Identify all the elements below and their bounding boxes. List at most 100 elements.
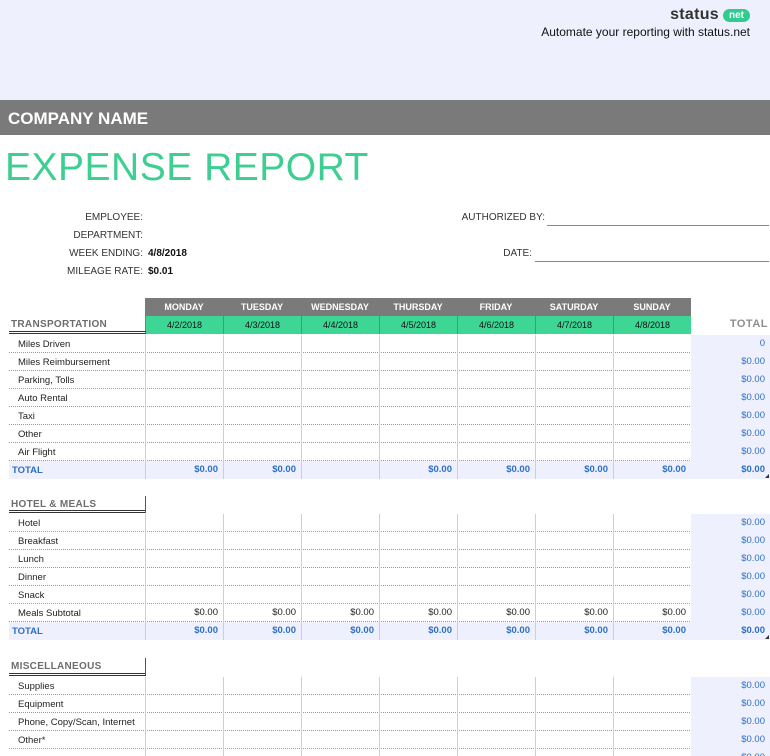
day-cell[interactable] (535, 353, 613, 371)
day-cell[interactable] (223, 550, 301, 568)
day-cell[interactable] (613, 514, 691, 532)
day-cell[interactable] (535, 731, 613, 749)
day-cell[interactable] (223, 568, 301, 586)
day-cell[interactable] (145, 514, 223, 532)
day-cell[interactable] (145, 677, 223, 695)
day-cell[interactable]: $0.00 (301, 622, 379, 640)
day-cell[interactable] (223, 677, 301, 695)
day-cell[interactable] (145, 695, 223, 713)
day-cell[interactable] (457, 353, 535, 371)
day-cell[interactable] (535, 443, 613, 461)
day-cell[interactable] (223, 407, 301, 425)
day-cell[interactable] (457, 425, 535, 443)
day-cell[interactable] (379, 389, 457, 407)
day-cell[interactable] (457, 713, 535, 731)
day-cell[interactable] (379, 514, 457, 532)
day-cell[interactable] (301, 677, 379, 695)
day-cell[interactable] (457, 532, 535, 550)
day-cell[interactable]: $0.00 (613, 461, 691, 479)
day-cell[interactable]: $0.00 (301, 604, 379, 622)
day-cell[interactable] (223, 335, 301, 353)
day-cell[interactable] (535, 677, 613, 695)
day-cell[interactable]: $0.00 (379, 604, 457, 622)
day-cell[interactable] (535, 695, 613, 713)
day-cell[interactable] (145, 586, 223, 604)
day-cell[interactable] (535, 550, 613, 568)
day-cell[interactable] (301, 407, 379, 425)
day-cell[interactable] (223, 371, 301, 389)
day-cell[interactable] (379, 443, 457, 461)
day-cell[interactable] (145, 749, 223, 756)
day-cell[interactable] (223, 389, 301, 407)
day-cell[interactable] (535, 514, 613, 532)
authorized-by-line[interactable] (547, 225, 769, 226)
day-cell[interactable] (535, 749, 613, 756)
day-cell[interactable] (301, 586, 379, 604)
day-cell[interactable] (145, 407, 223, 425)
day-cell[interactable] (301, 532, 379, 550)
company-name[interactable]: COMPANY NAME (8, 109, 149, 128)
day-cell[interactable] (457, 695, 535, 713)
day-cell[interactable] (379, 568, 457, 586)
day-cell[interactable]: $0.00 (457, 622, 535, 640)
day-cell[interactable] (613, 677, 691, 695)
day-cell[interactable] (301, 731, 379, 749)
day-cell[interactable] (379, 586, 457, 604)
day-cell[interactable] (535, 389, 613, 407)
day-cell[interactable] (379, 353, 457, 371)
day-cell[interactable] (223, 425, 301, 443)
day-cell[interactable] (457, 443, 535, 461)
day-cell[interactable] (145, 443, 223, 461)
day-cell[interactable] (301, 713, 379, 731)
day-cell[interactable] (379, 371, 457, 389)
day-cell[interactable] (301, 514, 379, 532)
day-cell[interactable] (379, 425, 457, 443)
day-cell[interactable] (301, 550, 379, 568)
day-cell[interactable] (457, 749, 535, 756)
day-cell[interactable] (301, 335, 379, 353)
day-cell[interactable] (145, 425, 223, 443)
day-cell[interactable] (613, 335, 691, 353)
day-cell[interactable] (613, 731, 691, 749)
day-cell[interactable] (613, 695, 691, 713)
day-cell[interactable] (145, 532, 223, 550)
day-cell[interactable]: $0.00 (457, 461, 535, 479)
day-cell[interactable] (535, 586, 613, 604)
day-cell[interactable] (145, 568, 223, 586)
day-cell[interactable] (613, 532, 691, 550)
day-cell[interactable] (301, 568, 379, 586)
day-cell[interactable]: $0.00 (145, 604, 223, 622)
day-cell[interactable] (145, 550, 223, 568)
day-cell[interactable]: $0.00 (379, 622, 457, 640)
day-cell[interactable] (145, 335, 223, 353)
day-cell[interactable] (301, 695, 379, 713)
day-cell[interactable] (379, 677, 457, 695)
day-cell[interactable]: $0.00 (145, 622, 223, 640)
day-cell[interactable] (535, 407, 613, 425)
day-cell[interactable] (613, 443, 691, 461)
report-title[interactable]: EXPENSE REPORT (5, 146, 369, 189)
brand-logo[interactable]: status net (670, 6, 750, 24)
day-cell[interactable]: $0.00 (457, 604, 535, 622)
day-cell[interactable] (613, 353, 691, 371)
day-cell[interactable]: $0.00 (535, 461, 613, 479)
day-cell[interactable] (613, 586, 691, 604)
day-cell[interactable] (535, 371, 613, 389)
day-cell[interactable] (457, 586, 535, 604)
day-cell[interactable] (457, 371, 535, 389)
day-cell[interactable]: $0.00 (613, 622, 691, 640)
day-cell[interactable] (379, 550, 457, 568)
day-cell[interactable] (301, 371, 379, 389)
day-cell[interactable] (379, 695, 457, 713)
day-cell[interactable]: $0.00 (379, 461, 457, 479)
day-cell[interactable] (379, 532, 457, 550)
day-cell[interactable]: $0.00 (535, 622, 613, 640)
day-cell[interactable] (145, 353, 223, 371)
day-cell[interactable]: $0.00 (223, 604, 301, 622)
day-cell[interactable] (301, 425, 379, 443)
day-cell[interactable] (613, 713, 691, 731)
day-cell[interactable] (301, 443, 379, 461)
day-cell[interactable] (223, 353, 301, 371)
day-cell[interactable] (379, 749, 457, 756)
day-cell[interactable] (223, 713, 301, 731)
